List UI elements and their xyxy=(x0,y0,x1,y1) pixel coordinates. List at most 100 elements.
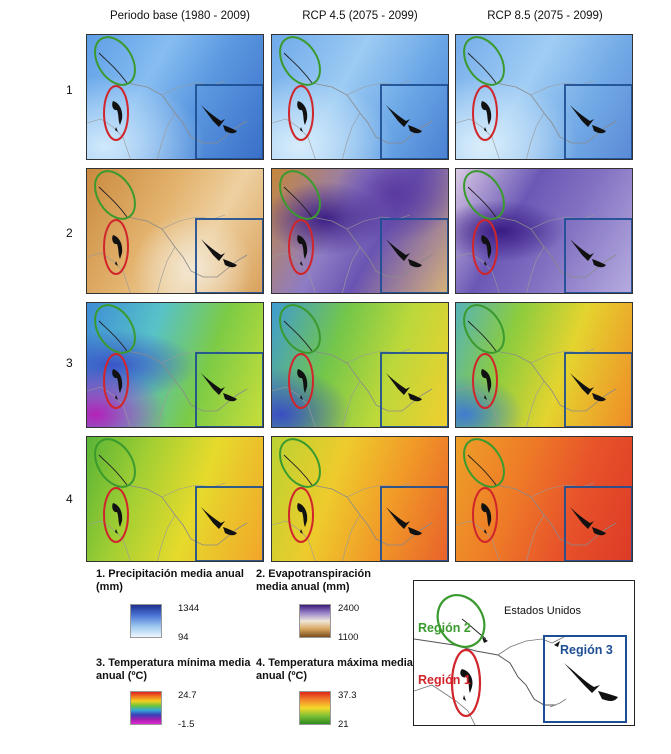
lake xyxy=(115,529,118,534)
lake xyxy=(484,529,487,534)
lake xyxy=(112,235,123,259)
region3-box xyxy=(380,352,448,427)
map-tile-r4-c3 xyxy=(455,436,633,562)
inset-country-label: Estados Unidos xyxy=(504,605,582,617)
lake xyxy=(386,373,410,395)
tile-overlay xyxy=(456,170,632,293)
legend-max-precipitation: 1344 xyxy=(178,603,200,614)
lake xyxy=(592,259,606,268)
state-border xyxy=(87,386,131,427)
country-border xyxy=(126,216,248,278)
legend-max-evapotranspiration: 2400 xyxy=(338,603,360,614)
lake xyxy=(481,101,492,125)
state-border xyxy=(272,520,316,561)
lake xyxy=(297,235,308,259)
region1-ellipse xyxy=(472,219,498,275)
state-border xyxy=(161,80,226,96)
map-tile-r3-c3 xyxy=(455,302,633,428)
row-label-1: 1 xyxy=(66,83,73,97)
tile-overlay xyxy=(456,36,632,159)
lake xyxy=(386,507,410,529)
region1-ellipse xyxy=(103,219,129,275)
state-border xyxy=(346,348,411,364)
lake xyxy=(481,369,492,393)
state-border xyxy=(161,214,226,230)
map-tile-r4-c1 xyxy=(86,436,264,562)
region3-box xyxy=(195,218,263,293)
region1-ellipse xyxy=(472,487,498,543)
state-border xyxy=(157,112,176,159)
region3-box xyxy=(195,352,263,427)
state-border xyxy=(456,386,500,427)
state-border xyxy=(456,520,500,561)
lake xyxy=(201,239,225,261)
lake xyxy=(297,369,308,393)
lake xyxy=(484,395,487,400)
region2-ellipse xyxy=(94,36,136,86)
state-border xyxy=(346,80,411,96)
river xyxy=(283,454,313,486)
legend-title-tmax: 4. Temperatura máxima media anual (ºC) xyxy=(256,657,413,682)
region1-ellipse xyxy=(288,487,314,543)
country-border xyxy=(311,484,433,546)
state-border xyxy=(87,252,131,293)
region2-ellipse xyxy=(463,170,505,220)
lake xyxy=(223,527,237,536)
inset-region2-ellipse xyxy=(436,594,486,648)
legend-max-tmin: 24.7 xyxy=(178,690,197,701)
region3-box xyxy=(380,486,448,561)
state-border xyxy=(272,386,316,427)
legend-min-tmax: 21 xyxy=(338,719,349,730)
lake xyxy=(297,101,308,125)
river xyxy=(467,454,497,486)
tile-overlay xyxy=(456,438,632,561)
tile-overlay xyxy=(272,438,448,561)
row-label-4: 4 xyxy=(66,492,73,506)
region2-ellipse xyxy=(279,438,321,488)
state-border xyxy=(272,118,316,159)
region2-ellipse xyxy=(463,438,505,488)
column-header-rcp45: RCP 4.5 (2075 - 2099) xyxy=(302,10,418,22)
region3-box xyxy=(564,218,632,293)
region1-ellipse xyxy=(288,85,314,141)
river xyxy=(98,320,128,352)
map-tile-r2-c2 xyxy=(271,168,449,294)
lake xyxy=(484,127,487,132)
region2-ellipse xyxy=(463,36,505,86)
row-label-3: 3 xyxy=(66,356,73,370)
country-border xyxy=(311,216,433,278)
state-border xyxy=(342,112,361,159)
lake xyxy=(386,105,410,127)
state-border xyxy=(87,118,131,159)
legend-bar-evapotranspiration xyxy=(299,604,331,638)
tile-overlay xyxy=(87,170,263,293)
country-border xyxy=(495,350,617,412)
lake xyxy=(481,503,492,527)
lake xyxy=(201,507,225,529)
column-header-rcp85: RCP 8.5 (2075 - 2099) xyxy=(487,10,603,22)
lake xyxy=(201,105,225,127)
map-tile-r1-c3 xyxy=(455,34,633,160)
state-border xyxy=(530,482,595,498)
state-border xyxy=(530,80,595,96)
state-border xyxy=(342,380,361,427)
country-border xyxy=(311,82,433,144)
lake xyxy=(223,125,237,134)
lake xyxy=(570,239,594,261)
tile-overlay xyxy=(272,170,448,293)
state-border xyxy=(346,214,411,230)
legend-min-evapotranspiration: 1100 xyxy=(338,632,359,643)
lake xyxy=(223,259,237,268)
river xyxy=(283,186,313,218)
legend-title-evapotranspiration: 2. Evapotranspiración media anual (mm) xyxy=(256,568,371,593)
inset-region3-label: Región 3 xyxy=(560,643,613,657)
river xyxy=(467,52,497,84)
country-border xyxy=(495,484,617,546)
inset-region1-label: Región 1 xyxy=(418,673,471,687)
region3-box xyxy=(195,84,263,159)
map-tile-r2-c1 xyxy=(86,168,264,294)
lake xyxy=(570,373,594,395)
river xyxy=(98,52,128,84)
country-border xyxy=(126,82,248,144)
river xyxy=(283,52,313,84)
